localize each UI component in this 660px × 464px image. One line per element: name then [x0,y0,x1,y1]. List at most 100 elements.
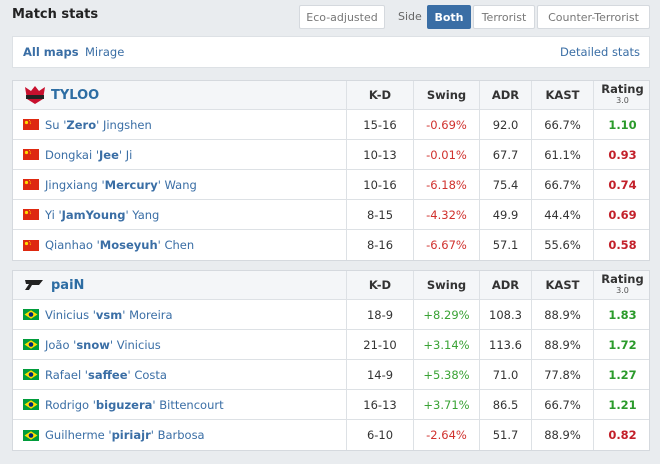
side-option[interactable]: Terrorist [473,5,535,29]
side-option[interactable]: Counter-Terrorist [537,5,650,29]
player-name[interactable]: Jingxiang 'Mercury' Wang [45,178,197,192]
first-name: Rafael ' [45,367,88,382]
player-cell: Rodrigo 'biguzera' Bittencourt [13,390,346,419]
flag [23,119,39,130]
kd: 15-16 [346,110,413,139]
kd: 10-16 [346,170,413,199]
adr: 75.4 [479,170,531,199]
player-cell: Yi 'JamYoung' Yang [13,200,346,229]
kd: 18-9 [346,300,413,329]
swing: -0.69% [413,110,479,139]
team-name[interactable]: paiN [51,277,85,293]
map-tab[interactable]: Mirage [85,45,125,59]
kd: 21-10 [346,330,413,359]
eco-toggle[interactable]: Eco-adjusted [299,5,385,29]
kast: 44.4% [531,200,593,229]
player-name[interactable]: Yi 'JamYoung' Yang [45,208,159,222]
swing: -2.64% [413,420,479,450]
player-row: Dongkai 'Jee' Ji 10-13 -0.01% 67.7 61.1% 0.93 [13,140,649,170]
flag [23,179,39,190]
last-name: ' Bittencourt [152,397,224,412]
adr: 71.0 [479,360,531,389]
column-header: ADR [479,81,531,109]
player-row: Su 'Zero' Jingshen 15-16 -0.69% 92.0 66.7% 1.… [13,110,649,140]
rating: 0.74 [593,170,651,199]
adr: 86.5 [479,390,531,419]
map-tab[interactable]: All maps [23,45,79,59]
player-row: Qianhao 'Moseyuh' Chen 8-16 -6.67% 57.1 55.6… [13,230,649,260]
swing: +3.71% [413,390,479,419]
column-header: K-D [346,81,413,109]
kast: 88.9% [531,300,593,329]
side-option[interactable]: Both [427,5,471,29]
nickname: saffee [87,367,128,382]
swing: -6.18% [413,170,479,199]
last-name: ' Costa [127,367,167,382]
last-name: ' Moreira [122,307,173,322]
rating: 1.10 [593,110,651,139]
column-header: Swing [413,271,479,299]
swing: -4.32% [413,200,479,229]
rating: 1.72 [593,330,651,359]
header-row: TYLOO K-D Swing ADR KAST Rating 3.0 [13,81,649,110]
kast: 88.9% [531,330,593,359]
last-name: ' Barbosa [150,428,205,442]
flag [23,239,39,251]
last-name: ' Yang [125,207,160,222]
column-header: Swing [413,81,479,109]
swing: -0.01% [413,140,479,169]
nickname: snow [76,337,110,352]
nickname: Mercury [104,177,158,192]
rating-header: Rating 3.0 [601,82,644,106]
flag [23,309,39,320]
last-name: ' Wang [157,177,197,192]
player-cell: Su 'Zero' Jingshen [13,110,346,139]
player-row: Vinicius 'vsm' Moreira 18-9 +8.29% 108.3 88.… [13,300,649,330]
rating: 0.58 [593,230,651,260]
column-header: Rating 3.0 [593,271,651,299]
sub-nav: All maps Mirage Detailed stats [12,36,650,68]
player-name[interactable]: Dongkai 'Jee' Ji [45,148,132,162]
flag [23,369,39,380]
team-name[interactable]: TYLOO [51,87,100,103]
player-name[interactable]: Qianhao 'Moseyuh' Chen [45,238,194,252]
player-name[interactable]: Guilherme 'piriajr' Barbosa [45,428,205,442]
adr: 57.1 [479,230,531,260]
player-row: Rodrigo 'biguzera' Bittencourt 16-13 +3.71… [13,390,649,420]
player-cell: Jingxiang 'Mercury' Wang [13,170,346,199]
nickname: Zero [66,117,97,132]
swing: +3.14% [413,330,479,359]
last-name: ' Jingshen [96,117,152,132]
rating-version: 3.0 [616,286,629,295]
nickname: piriajr [111,428,151,442]
adr: 113.6 [479,330,531,359]
kd: 10-13 [346,140,413,169]
kd: 16-13 [346,390,413,419]
player-name[interactable]: Vinicius 'vsm' Moreira [45,308,173,322]
detailed-link[interactable]: Detailed stats [560,45,640,59]
adr: 92.0 [479,110,531,139]
rating-label: Rating [601,82,644,96]
flag [23,429,39,441]
rating: 1.21 [593,390,651,419]
adr: 51.7 [479,420,531,450]
kd: 6-10 [346,420,413,450]
player-cell: Guilherme 'piriajr' Barbosa [13,420,346,450]
kast: 77.8% [531,360,593,389]
first-name: Vinicius ' [45,307,96,322]
player-name[interactable]: Rafael 'saffee' Costa [45,368,167,382]
player-cell: Qianhao 'Moseyuh' Chen [13,230,346,260]
player-name[interactable]: Rodrigo 'biguzera' Bittencourt [45,398,224,412]
last-name: ' Chen [157,238,195,252]
player-name[interactable]: João 'snow' Vinicius [45,338,161,352]
player-row: Rafael 'saffee' Costa 14-9 +5.38% 71.0 77.8%… [13,360,649,390]
rating: 0.69 [593,200,651,229]
flag [23,339,39,350]
player-cell: João 'snow' Vinicius [13,330,346,359]
player-name[interactable]: Su 'Zero' Jingshen [45,118,152,132]
nickname: biguzera [95,397,153,412]
swing: -6.67% [413,230,479,260]
header-row: paiN K-D Swing ADR KAST Rating 3.0 [13,271,649,300]
first-name: Dongkai ' [45,147,99,162]
